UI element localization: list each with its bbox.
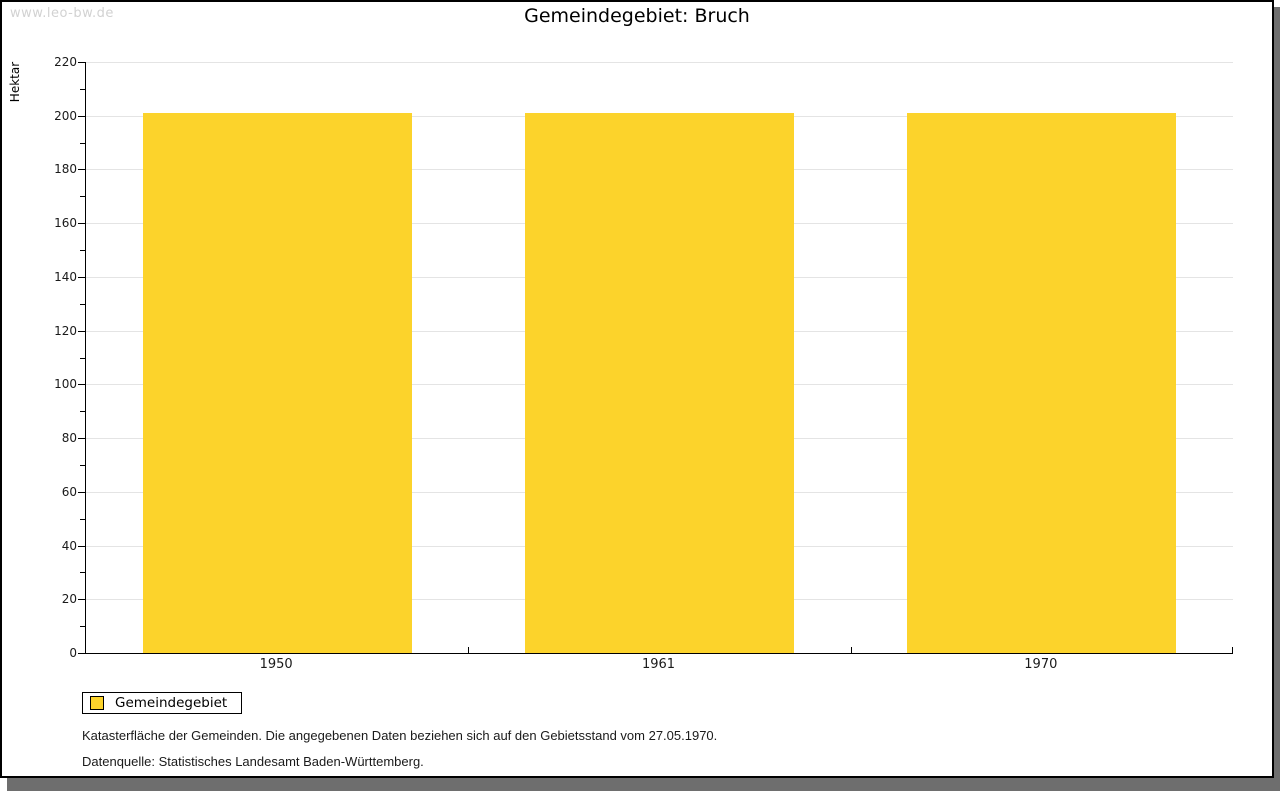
y-major-tick-180 xyxy=(78,169,85,171)
y-tick-label-20: 20 xyxy=(61,592,77,607)
plot-area: 0 20 40 60 80 100 120 140 160 180 200 220 xyxy=(54,55,1233,660)
y-tick-label-140: 140 xyxy=(54,269,77,284)
y-major-tick-20 xyxy=(78,599,85,601)
x-axis-end-tick xyxy=(1232,647,1233,653)
y-major-tick-40 xyxy=(78,545,85,547)
y-minor-tick-30 xyxy=(80,572,85,574)
footnote-datasource: Datenquelle: Statistisches Landesamt Bad… xyxy=(82,754,424,769)
y-tick-label-200: 200 xyxy=(54,108,77,123)
y-minor-tick-110 xyxy=(80,357,85,359)
legend-swatch-gemeindegebiet xyxy=(90,696,104,710)
y-tick-label-180: 180 xyxy=(54,162,77,177)
x-boundary-tick-2 xyxy=(850,647,852,653)
chart-title: Gemeindegebiet: Bruch xyxy=(524,5,750,27)
y-minor-tick-130 xyxy=(80,303,85,305)
y-tick-label-60: 60 xyxy=(61,484,77,499)
y-minor-tick-150 xyxy=(80,250,85,252)
y-major-tick-60 xyxy=(78,491,85,493)
y-major-tick-200 xyxy=(78,115,85,117)
x-tick-label-1950: 1950 xyxy=(259,657,293,672)
y-minor-tick-170 xyxy=(80,196,85,198)
y-minor-tick-90 xyxy=(80,411,85,413)
y-tick-label-120: 120 xyxy=(54,323,77,338)
x-tick-label-1970: 1970 xyxy=(1024,657,1058,672)
chart-frame: www.leo-bw.de Gemeindegebiet: Bruch Hekt… xyxy=(0,0,1274,778)
x-boundary-tick-1 xyxy=(468,647,470,653)
gridline-220 xyxy=(86,62,1233,63)
y-tick-label-0: 0 xyxy=(69,646,77,660)
y-minor-tick-210 xyxy=(80,88,85,90)
y-tick-label-80: 80 xyxy=(61,431,77,446)
legend-label: Gemeindegebiet xyxy=(115,695,228,711)
y-minor-tick-70 xyxy=(80,464,85,466)
frame-shadow-bottom xyxy=(7,778,1274,791)
y-minor-tick-190 xyxy=(80,142,85,144)
y-tick-label-160: 160 xyxy=(54,216,77,231)
footnote-description: Katasterfläche der Gemeinden. Die angege… xyxy=(82,728,718,743)
y-major-tick-100 xyxy=(78,384,85,386)
bar-1970 xyxy=(907,113,1177,653)
x-tick-label-1961: 1961 xyxy=(641,657,676,672)
y-tick-label-100: 100 xyxy=(54,377,77,392)
y-major-tick-80 xyxy=(78,438,85,440)
frame-shadow-right xyxy=(1274,7,1280,791)
y-major-tick-120 xyxy=(78,330,85,332)
y-major-tick-140 xyxy=(78,276,85,278)
y-tick-label-220: 220 xyxy=(54,55,77,69)
legend-box: Gemeindegebiet xyxy=(82,692,243,714)
bar-1950 xyxy=(142,113,412,653)
y-minor-tick-10 xyxy=(80,626,85,628)
y-tick-label-40: 40 xyxy=(61,538,77,553)
y-minor-tick-50 xyxy=(80,518,85,520)
bar-1961 xyxy=(525,113,794,653)
y-major-tick-220 xyxy=(78,62,85,63)
watermark-text: www.leo-bw.de xyxy=(10,6,114,21)
y-major-tick-0 xyxy=(78,653,85,654)
y-major-tick-160 xyxy=(78,223,85,225)
